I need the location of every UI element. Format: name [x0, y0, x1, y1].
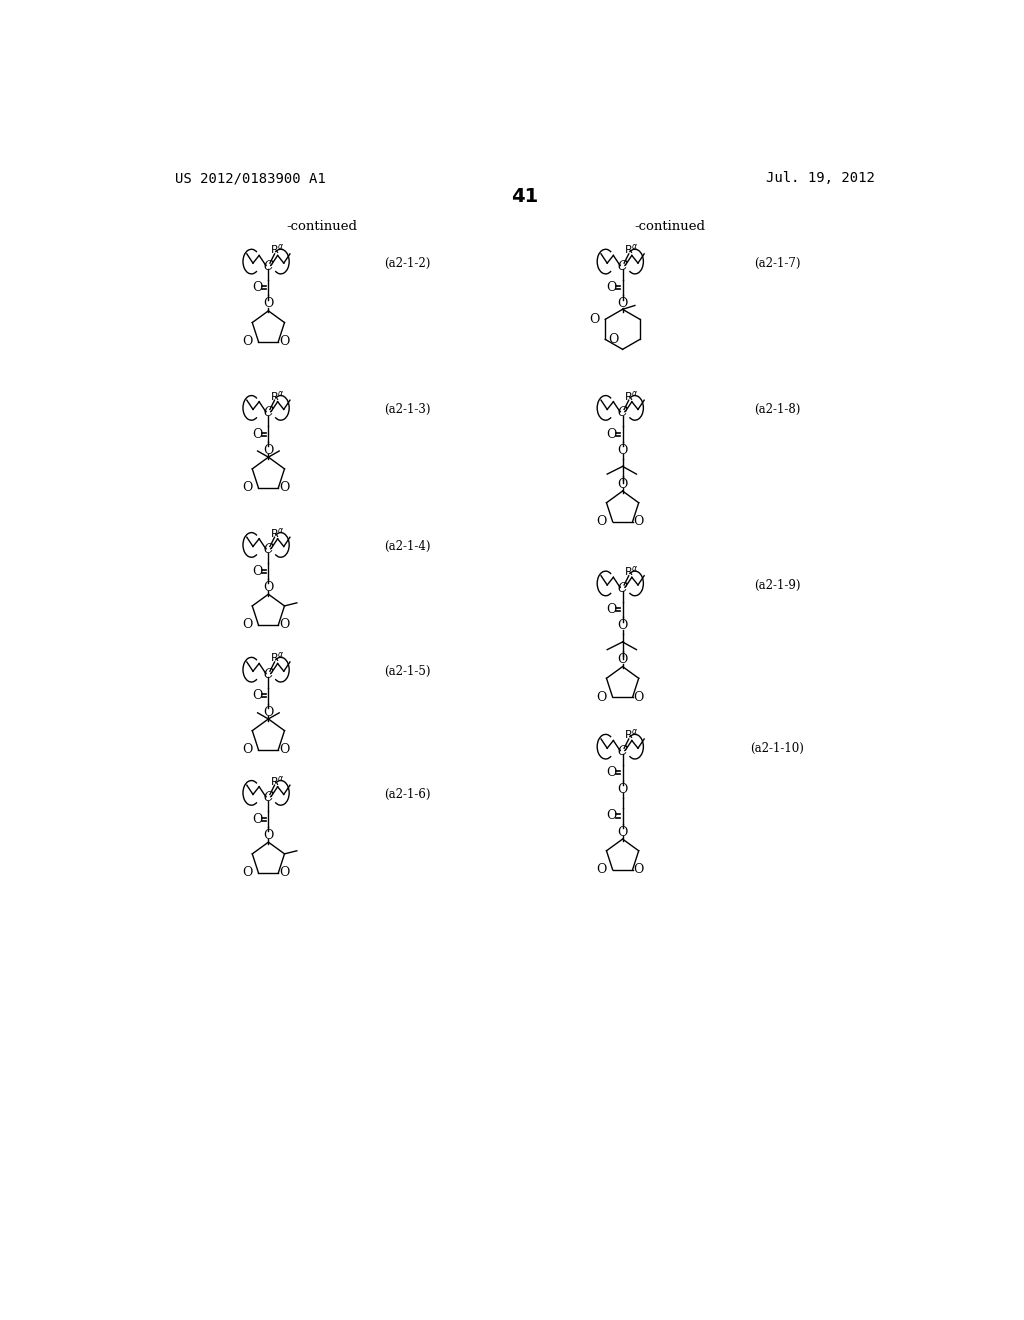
Text: R$^{\alpha}$: R$^{\alpha}$: [270, 388, 285, 403]
Text: (a2-1-4): (a2-1-4): [384, 540, 431, 553]
Text: O: O: [243, 743, 253, 756]
Text: (a2-1-2): (a2-1-2): [385, 257, 431, 271]
Text: O: O: [634, 515, 644, 528]
Text: O: O: [606, 603, 617, 616]
Text: C: C: [263, 791, 273, 804]
Text: C: C: [617, 582, 628, 594]
Text: 41: 41: [511, 187, 539, 206]
Text: O: O: [253, 689, 263, 702]
Text: O: O: [243, 482, 253, 494]
Text: O: O: [280, 866, 290, 879]
Text: O: O: [280, 618, 290, 631]
Text: (a2-1-8): (a2-1-8): [754, 404, 801, 416]
Text: C: C: [263, 260, 273, 273]
Text: O: O: [263, 581, 273, 594]
Text: O: O: [253, 565, 263, 578]
Text: (a2-1-6): (a2-1-6): [384, 788, 431, 801]
Text: O: O: [597, 515, 607, 528]
Text: O: O: [263, 444, 273, 457]
Text: O: O: [634, 690, 644, 704]
Text: R$^{\alpha}$: R$^{\alpha}$: [270, 243, 285, 256]
Text: O: O: [263, 829, 273, 842]
Text: (a2-1-7): (a2-1-7): [754, 257, 801, 271]
Text: R$^{\alpha}$: R$^{\alpha}$: [270, 651, 285, 664]
Text: C: C: [263, 543, 273, 556]
Text: O: O: [263, 705, 273, 718]
Text: C: C: [617, 260, 628, 273]
Text: (a2-1-5): (a2-1-5): [384, 665, 431, 678]
Text: O: O: [606, 767, 617, 779]
Text: R$^{\alpha}$: R$^{\alpha}$: [625, 243, 639, 256]
Text: O: O: [617, 783, 628, 796]
Text: O: O: [617, 619, 628, 632]
Text: (a2-1-9): (a2-1-9): [754, 579, 801, 591]
Text: O: O: [597, 863, 607, 876]
Text: (a2-1-3): (a2-1-3): [384, 404, 431, 416]
Text: C: C: [617, 744, 628, 758]
Text: O: O: [243, 335, 253, 348]
Text: C: C: [263, 668, 273, 681]
Text: O: O: [253, 813, 263, 825]
Text: C: C: [617, 407, 628, 418]
Text: O: O: [253, 281, 263, 294]
Text: -continued: -continued: [634, 220, 706, 234]
Text: O: O: [243, 618, 253, 631]
Text: O: O: [280, 482, 290, 494]
Text: O: O: [280, 335, 290, 348]
Text: US 2012/0183900 A1: US 2012/0183900 A1: [175, 172, 326, 186]
Text: O: O: [617, 478, 628, 491]
Text: O: O: [617, 444, 628, 457]
Text: O: O: [589, 313, 600, 326]
Text: O: O: [243, 866, 253, 879]
Text: O: O: [597, 690, 607, 704]
Text: O: O: [280, 743, 290, 756]
Text: O: O: [606, 428, 617, 441]
Text: R$^{\alpha}$: R$^{\alpha}$: [270, 774, 285, 788]
Text: O: O: [608, 333, 618, 346]
Text: O: O: [263, 297, 273, 310]
Text: Jul. 19, 2012: Jul. 19, 2012: [766, 172, 874, 186]
Text: O: O: [617, 297, 628, 310]
Text: R$^{\alpha}$: R$^{\alpha}$: [625, 564, 639, 578]
Text: O: O: [606, 809, 617, 822]
Text: R$^{\alpha}$: R$^{\alpha}$: [625, 388, 639, 403]
Text: O: O: [606, 281, 617, 294]
Text: R$^{\alpha}$: R$^{\alpha}$: [270, 525, 285, 540]
Text: O: O: [634, 863, 644, 876]
Text: R$^{\alpha}$: R$^{\alpha}$: [625, 727, 639, 742]
Text: O: O: [617, 825, 628, 838]
Text: -continued: -continued: [286, 220, 357, 234]
Text: (a2-1-10): (a2-1-10): [751, 742, 804, 755]
Text: O: O: [617, 653, 628, 667]
Text: O: O: [253, 428, 263, 441]
Text: C: C: [263, 407, 273, 418]
